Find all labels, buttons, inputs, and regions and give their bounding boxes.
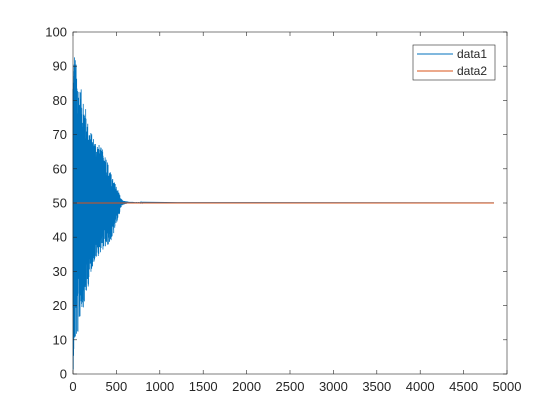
x-tick-label-4500: 4500 [449,379,478,394]
y-tick-label-30: 30 [53,264,67,279]
series-line-data1 [72,57,494,370]
y-tick-label-90: 90 [53,59,67,74]
x-tick-label-5000: 5000 [493,379,522,394]
y-tick-label-10: 10 [53,332,67,347]
legend-label-data1: data1 [457,47,487,61]
y-tick-label-0: 0 [60,367,67,382]
legend-box [412,44,496,81]
series-layer [72,57,494,370]
y-tick-label-80: 80 [53,93,67,108]
y-tick-label-70: 70 [53,127,67,142]
x-tick-label-3000: 3000 [319,379,348,394]
x-tick-label-2500: 2500 [276,379,305,394]
y-tick-label-20: 20 [53,298,67,313]
y-tick-label-60: 60 [53,161,67,176]
y-tick-label-100: 100 [45,25,67,40]
x-tick-label-3500: 3500 [362,379,391,394]
x-tick-label-2000: 2000 [232,379,261,394]
y-tick-label-40: 40 [53,230,67,245]
x-tick-label-1000: 1000 [145,379,174,394]
x-tick-label-0: 0 [69,379,76,394]
x-tick-label-4000: 4000 [406,379,435,394]
y-tick-label-50: 50 [53,196,67,211]
ticks-layer: 0 500 1000 1500 2000 2500 3000 3500 4000 4500 5000… [45,25,521,395]
legend-label-data2: data2 [457,64,487,78]
x-tick-label-500: 500 [106,379,128,394]
x-tick-label-1500: 1500 [189,379,218,394]
legend: data1 data2 [412,44,496,81]
